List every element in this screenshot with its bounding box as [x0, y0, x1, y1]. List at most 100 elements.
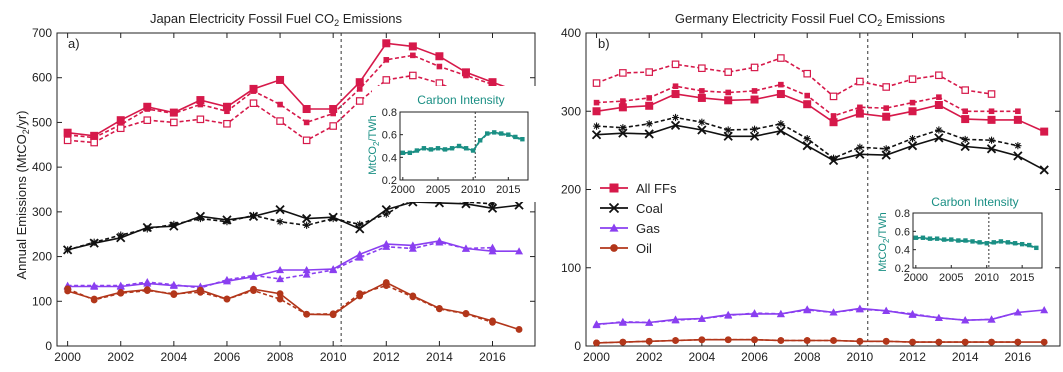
germany-inset-point [941, 237, 947, 242]
germany-point-ffs_c [671, 60, 680, 69]
japan-point-coal_b [356, 220, 364, 228]
japan-point-ffs_b [303, 119, 310, 126]
germany-point-oil_b [1014, 338, 1022, 346]
japan-point-coal_b [276, 218, 284, 226]
japan-point-gas_b [488, 243, 497, 251]
japan-point-ffs_b [197, 101, 204, 108]
japan-inset-point [470, 148, 476, 153]
germany-point-ffs_b [988, 108, 995, 115]
japan-point-ffs_c [249, 99, 258, 108]
japan-x-tick-label: 2016 [479, 350, 506, 364]
germany-point-ffs_a [908, 107, 917, 116]
germany-point-ffs_b [909, 99, 916, 106]
germany-series-line-ffs_a [596, 93, 1045, 133]
germany-point-ffs_b [620, 98, 626, 104]
germany-inset-y-tick-label: 0.4 [895, 245, 910, 257]
japan-series-line-ffs_b [67, 54, 493, 139]
japan-point-ffs_c [355, 97, 364, 105]
japan-point-ffs_c [196, 115, 205, 124]
japan-inset-point [477, 138, 483, 143]
japan-point-gas_b [355, 253, 364, 261]
japan-point-coal_b [90, 238, 98, 246]
germany-inset-point [934, 236, 940, 241]
germany-point-coal_b [592, 122, 601, 130]
germany-point-coal_a [644, 129, 654, 139]
germany-point-coal_a [960, 141, 970, 152]
japan-point-ffs_c [435, 79, 444, 87]
panel-germany-inset-title: Carbon Intensity [931, 195, 1018, 209]
japan-point-oil_b [64, 285, 72, 293]
japan-inset-point [442, 147, 448, 152]
japan-point-ffs_a [302, 105, 311, 114]
germany-point-coal_b [750, 125, 759, 133]
japan-y-tick-label: 700 [32, 26, 52, 40]
germany-point-ffs_a [1040, 127, 1049, 136]
germany-point-oil_a [1040, 338, 1048, 346]
japan-point-ffs_a [435, 52, 444, 61]
japan-point-coal_a [514, 200, 524, 210]
japan-y-tick-label: 200 [32, 250, 52, 264]
legend-label-gas: Gas [636, 221, 660, 236]
japan-point-oil_b [276, 295, 284, 303]
panel-japan-inset-y-label: MtCO2/TWh [367, 115, 381, 174]
germany-x-tick-label: 2014 [952, 350, 979, 364]
japan-x-tick-label: 2004 [160, 350, 187, 364]
japan-point-oil_b [90, 296, 98, 304]
japan-point-ffs_a [196, 96, 205, 105]
japan-point-ffs_c [409, 71, 417, 80]
germany-point-coal_b [619, 124, 627, 132]
japan-point-ffs_b [383, 57, 390, 63]
japan-y-tick-label: 400 [32, 160, 52, 174]
japan-series-line-coal_a [67, 201, 520, 251]
japan-point-oil_b [170, 290, 178, 298]
japan-point-ffs_b [410, 52, 416, 59]
japan-point-gas_b [382, 242, 391, 250]
germany-point-ffs_b [646, 95, 652, 101]
germany-point-coal_a [723, 131, 733, 141]
germany-inset-point [984, 241, 989, 246]
panel-germany-legend: All FFs Coal Gas Oil [600, 181, 677, 256]
japan-point-coal_b [329, 214, 337, 223]
japan-point-ffs_c [382, 76, 391, 84]
germany-point-ffs_c [882, 83, 891, 91]
japan-point-gas_b [90, 281, 99, 289]
germany-y-tick-label: 200 [561, 183, 581, 197]
germany-point-ffs_a [697, 93, 706, 102]
germany-point-ffs_c [803, 69, 812, 78]
germany-inset-point [998, 239, 1004, 244]
japan-y-tick-label: 500 [32, 115, 52, 129]
germany-point-oil_b [645, 337, 653, 345]
germany-x-tick-label: 2002 [636, 350, 663, 364]
japan-x-tick-label: 2012 [373, 350, 400, 364]
japan-inset-y-tick-label: 0.4 [382, 152, 397, 164]
germany-point-coal_b [698, 118, 706, 126]
germany-point-ffs_b [725, 89, 731, 96]
japan-inset-point [414, 148, 420, 153]
germany-point-coal_b [987, 136, 996, 144]
panel-japan-inset: 0.2 0.4 0.6 0.8 2000 2005 2010 2015 Carbon Inten… [367, 86, 540, 202]
japan-point-coal_b [303, 221, 311, 229]
japan-point-ffs_c [223, 119, 231, 128]
germany-point-coal_b [935, 126, 943, 134]
legend-marker-coal [608, 202, 620, 214]
japan-point-coal_b [64, 246, 72, 254]
japan-point-ffs_b [436, 63, 443, 70]
japan-point-coal_a [487, 203, 498, 213]
japan-point-oil_b [250, 287, 257, 294]
germany-point-coal_a [802, 141, 812, 151]
japan-inset-point [435, 146, 441, 151]
japan-inset-y-tick-label: 0.6 [382, 130, 397, 142]
germany-point-coal_a [934, 133, 944, 143]
germany-inset-y-tick-label: 0.6 [895, 226, 910, 238]
japan-point-coal_a [381, 204, 391, 215]
japan-point-coal_b [223, 218, 231, 226]
japan-point-oil_b [329, 310, 337, 318]
legend-marker-gas [609, 223, 619, 232]
germany-point-ffs_a [776, 90, 785, 99]
japan-point-ffs_b [91, 134, 97, 141]
germany-point-ffs_c [750, 63, 759, 72]
germany-point-ffs_c [645, 68, 654, 76]
germany-point-ffs_a [724, 96, 733, 105]
japan-point-gas_b [249, 271, 258, 279]
japan-point-gas_a [515, 247, 524, 255]
